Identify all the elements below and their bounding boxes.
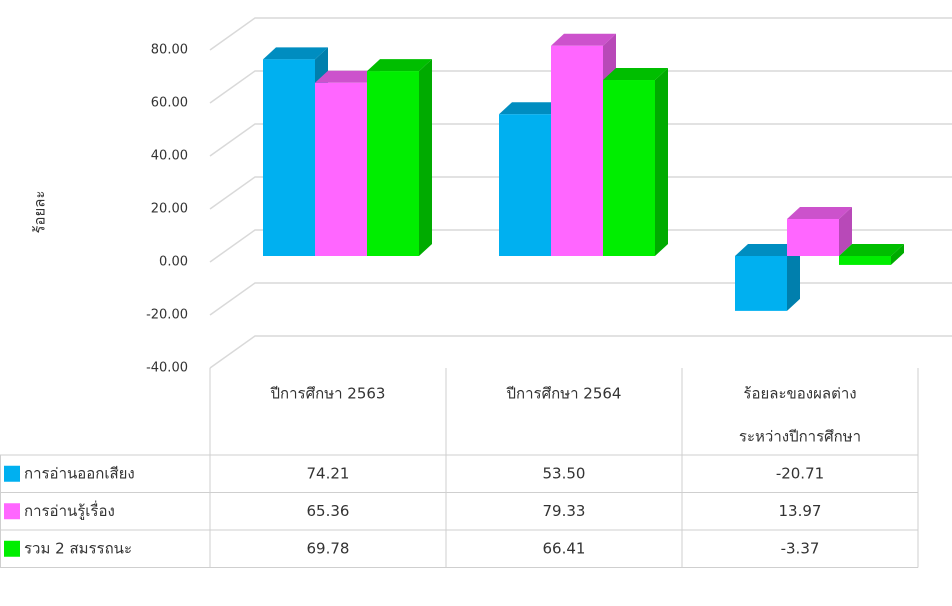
legend-key	[4, 540, 20, 557]
grid-line	[209, 282, 952, 316]
bar	[603, 80, 655, 257]
table-value: 74.21	[307, 464, 350, 482]
bar-top	[367, 59, 432, 72]
grid-line	[209, 70, 952, 104]
bar-side	[891, 244, 904, 265]
category-label: ระหว่างปีการศึกษา	[739, 428, 861, 446]
category-label: ร้อยละของผลต่าง	[743, 385, 856, 403]
bar	[839, 256, 891, 265]
legend-label: รวม 2 สมรรถนะ	[24, 539, 132, 557]
bar-top	[787, 206, 852, 219]
legend-key	[4, 465, 20, 482]
bar-side	[655, 68, 668, 257]
table-value: -20.71	[776, 464, 824, 482]
y-tick-label: -40.00	[146, 361, 188, 376]
grid-line	[209, 335, 952, 369]
bar-top	[315, 70, 380, 83]
bar	[263, 59, 315, 256]
bar	[315, 82, 367, 257]
table-value: 79.33	[543, 502, 586, 520]
y-tick-label: 0.00	[159, 255, 188, 270]
grid-line	[209, 123, 952, 157]
bar-top	[603, 68, 668, 81]
table-value: 13.97	[779, 502, 822, 520]
category-label: ปีการศึกษา 2564	[506, 385, 622, 403]
y-tick-label: 40.00	[151, 149, 188, 164]
legend-key	[4, 503, 20, 520]
y-tick-label: 80.00	[151, 43, 188, 58]
y-axis-title: ร้อยละ	[31, 190, 49, 233]
table-value: 53.50	[543, 464, 586, 482]
bar-side	[839, 206, 852, 256]
table-value: 66.41	[543, 539, 586, 557]
grid-line	[209, 176, 952, 210]
bar-top	[839, 244, 904, 256]
y-tick-label: 20.00	[151, 202, 188, 217]
table-value: 65.36	[307, 502, 350, 520]
y-tick-label: 60.00	[151, 96, 188, 111]
bar	[499, 114, 551, 256]
bar	[787, 218, 839, 256]
legend-label: การอ่านออกเสียง	[24, 464, 135, 482]
bar-top	[735, 244, 800, 256]
bar	[735, 256, 787, 311]
legend-label: การอ่านรู้เรื่อง	[24, 500, 115, 520]
bar	[551, 45, 603, 257]
table-value: 69.78	[307, 539, 350, 557]
bar	[367, 71, 419, 256]
category-label: ปีการศึกษา 2563	[270, 385, 386, 403]
bar-side	[787, 244, 800, 311]
bar-side	[419, 59, 432, 256]
y-tick-label: -20.00	[146, 308, 188, 323]
table-value: -3.37	[781, 539, 820, 557]
grid-line	[209, 229, 952, 263]
bar-top	[499, 102, 564, 115]
bar-top	[263, 47, 328, 60]
grid-line	[209, 17, 952, 51]
bar-top	[551, 33, 616, 46]
